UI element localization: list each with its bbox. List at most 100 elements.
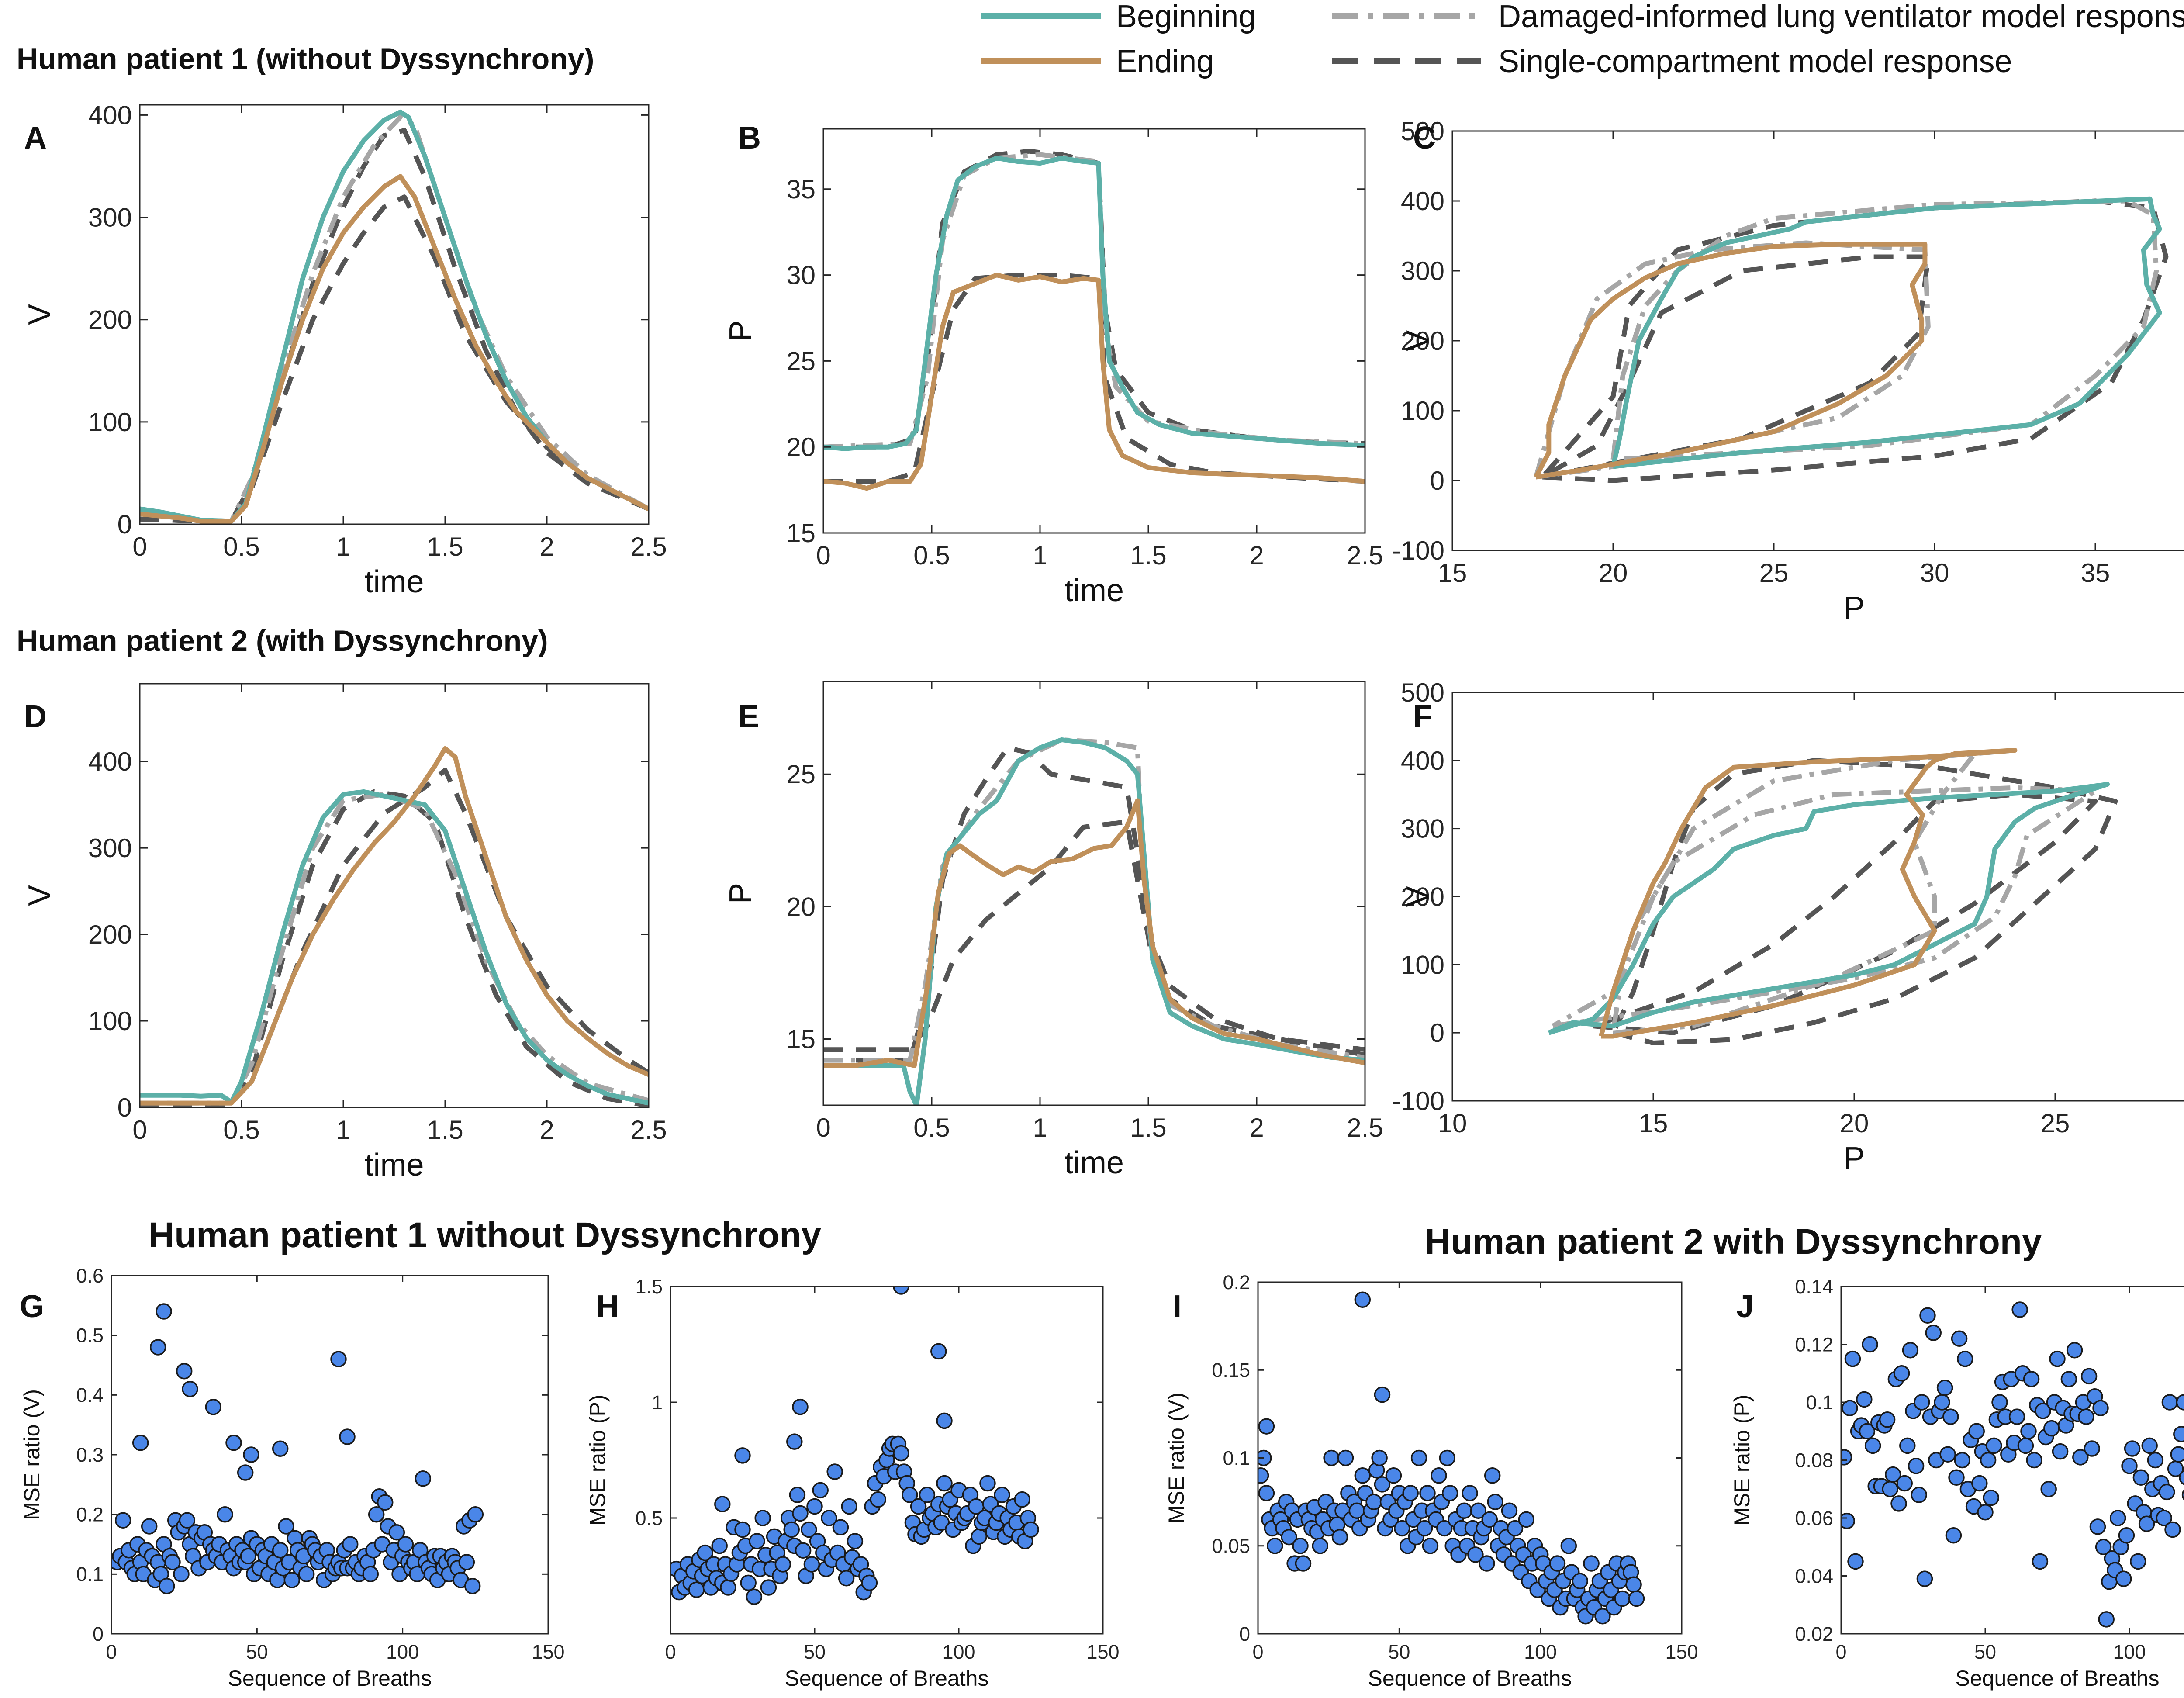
data-point [1467, 1546, 1484, 1563]
data-point [1841, 1449, 1852, 1466]
series-line-ending [823, 273, 1365, 491]
series-line-single [823, 273, 1365, 484]
data-point [806, 1498, 823, 1515]
data-point [225, 1434, 242, 1451]
data-point [832, 1519, 849, 1535]
data-point [298, 1566, 315, 1583]
data-point [688, 1581, 705, 1598]
section-title-mse2: Human patient 2 with Dyssynchrony [1425, 1222, 2042, 1262]
plot-frame [822, 681, 1366, 1106]
panel-letter: H [596, 1289, 619, 1324]
data-point [2043, 1420, 2060, 1437]
data-point [760, 1579, 777, 1596]
data-point [801, 1521, 817, 1538]
data-point [1625, 1576, 1642, 1593]
series-line-damaged [1610, 748, 2018, 1035]
data-point [2092, 1400, 2109, 1417]
data-point [1549, 1555, 1566, 1572]
data-point [458, 1554, 475, 1570]
data-point [1385, 1467, 1402, 1484]
x-tick-label: 1 [1033, 541, 1047, 570]
x-tick-label: 150 [532, 1641, 564, 1663]
x-tick-label: 50 [1974, 1641, 1996, 1663]
data-point [362, 1566, 379, 1583]
plot-data [823, 149, 1365, 491]
data-point [994, 1487, 1010, 1503]
y-tick-label: 0.15 [1212, 1359, 1250, 1381]
data-point [237, 1464, 254, 1481]
section-title-patient1: Human patient 1 (without Dyssynchrony) [17, 42, 594, 76]
data-point [2109, 1510, 2126, 1526]
y-tick-label: 300 [88, 833, 132, 863]
x-axis-label: Sequence of Breaths [785, 1666, 989, 1691]
panel-J: 0501001500.020.040.060.080.10.120.14Sequ… [1730, 1276, 2184, 1691]
y-tick-label: 0.06 [1795, 1507, 1833, 1529]
data-point [2084, 1440, 2100, 1457]
panel-letter: C [1413, 121, 1436, 156]
y-tick-label: 1.5 [635, 1276, 663, 1298]
y-tick-label: 200 [88, 920, 132, 949]
data-point [1365, 1494, 1382, 1510]
data-point [1374, 1476, 1391, 1493]
y-tick-label: 25 [786, 760, 816, 789]
panel-letter: D [24, 699, 47, 734]
y-tick-label: 300 [1401, 256, 1444, 286]
data-point [749, 1533, 765, 1549]
y-tick-label: 0.1 [1223, 1447, 1250, 1469]
data-point [467, 1506, 484, 1523]
data-point [1419, 1485, 1436, 1501]
data-point [176, 1363, 193, 1380]
series-line-beginning [1548, 782, 2110, 1035]
y-tick-label: 30 [786, 261, 816, 290]
data-point [1337, 1449, 1354, 1466]
data-point [330, 1351, 347, 1368]
data-point [893, 1286, 909, 1295]
data-point [2095, 1539, 2112, 1556]
y-tick-label: 0 [117, 1093, 132, 1122]
data-point [2138, 1515, 2155, 1532]
data-point [1501, 1502, 1518, 1519]
x-tick-label: 0 [816, 1113, 830, 1142]
y-tick-label: 100 [1401, 950, 1444, 979]
x-tick-label: 0 [106, 1641, 117, 1663]
data-point [1856, 1391, 1873, 1408]
data-point [697, 1544, 713, 1561]
data-point [2147, 1452, 2164, 1469]
plot-data [140, 109, 649, 524]
data-point [841, 1498, 857, 1515]
series-line-ending [1599, 748, 2018, 1039]
data-point [1893, 1365, 1910, 1382]
data-point [342, 1536, 359, 1553]
data-point [2159, 1484, 2175, 1501]
panel-letter: J [1736, 1289, 1754, 1324]
plot-area [140, 684, 649, 1107]
panel-letter: F [1413, 699, 1432, 734]
x-axis-label: time [364, 564, 424, 599]
data-point [1968, 1423, 1985, 1440]
x-tick-label: 50 [1388, 1641, 1410, 1663]
x-tick-label: 0 [816, 541, 830, 570]
x-tick-label: 1.5 [1130, 1113, 1166, 1142]
data-point [1864, 1437, 1881, 1454]
data-point [2161, 1394, 2178, 1411]
x-tick-label: 0.5 [223, 532, 259, 561]
data-point [1560, 1538, 1577, 1554]
y-tick-label: 0.2 [76, 1503, 104, 1525]
y-tick-label: 0.08 [1795, 1449, 1833, 1471]
series-line-single [1611, 758, 2118, 1045]
data-point [1841, 1512, 1855, 1529]
x-tick-label: 100 [1524, 1641, 1557, 1663]
data-point [734, 1521, 751, 1538]
legend-label-beginning: Beginning [1116, 0, 1256, 34]
data-point [1312, 1538, 1329, 1554]
panel-D: 0 0.5 1 1.5 2 2.5 0 100 200 300 400 time V D [22, 683, 667, 1183]
data-point [1862, 1336, 1878, 1353]
x-tick-label: 0.5 [913, 541, 950, 570]
data-point [795, 1542, 812, 1559]
data-point [1374, 1386, 1391, 1403]
data-point [1462, 1485, 1478, 1501]
x-tick-label: 1.5 [1130, 541, 1166, 570]
y-tick-label: 25 [786, 346, 816, 376]
plot-frame [139, 683, 650, 1108]
plot-data [823, 737, 1365, 1105]
